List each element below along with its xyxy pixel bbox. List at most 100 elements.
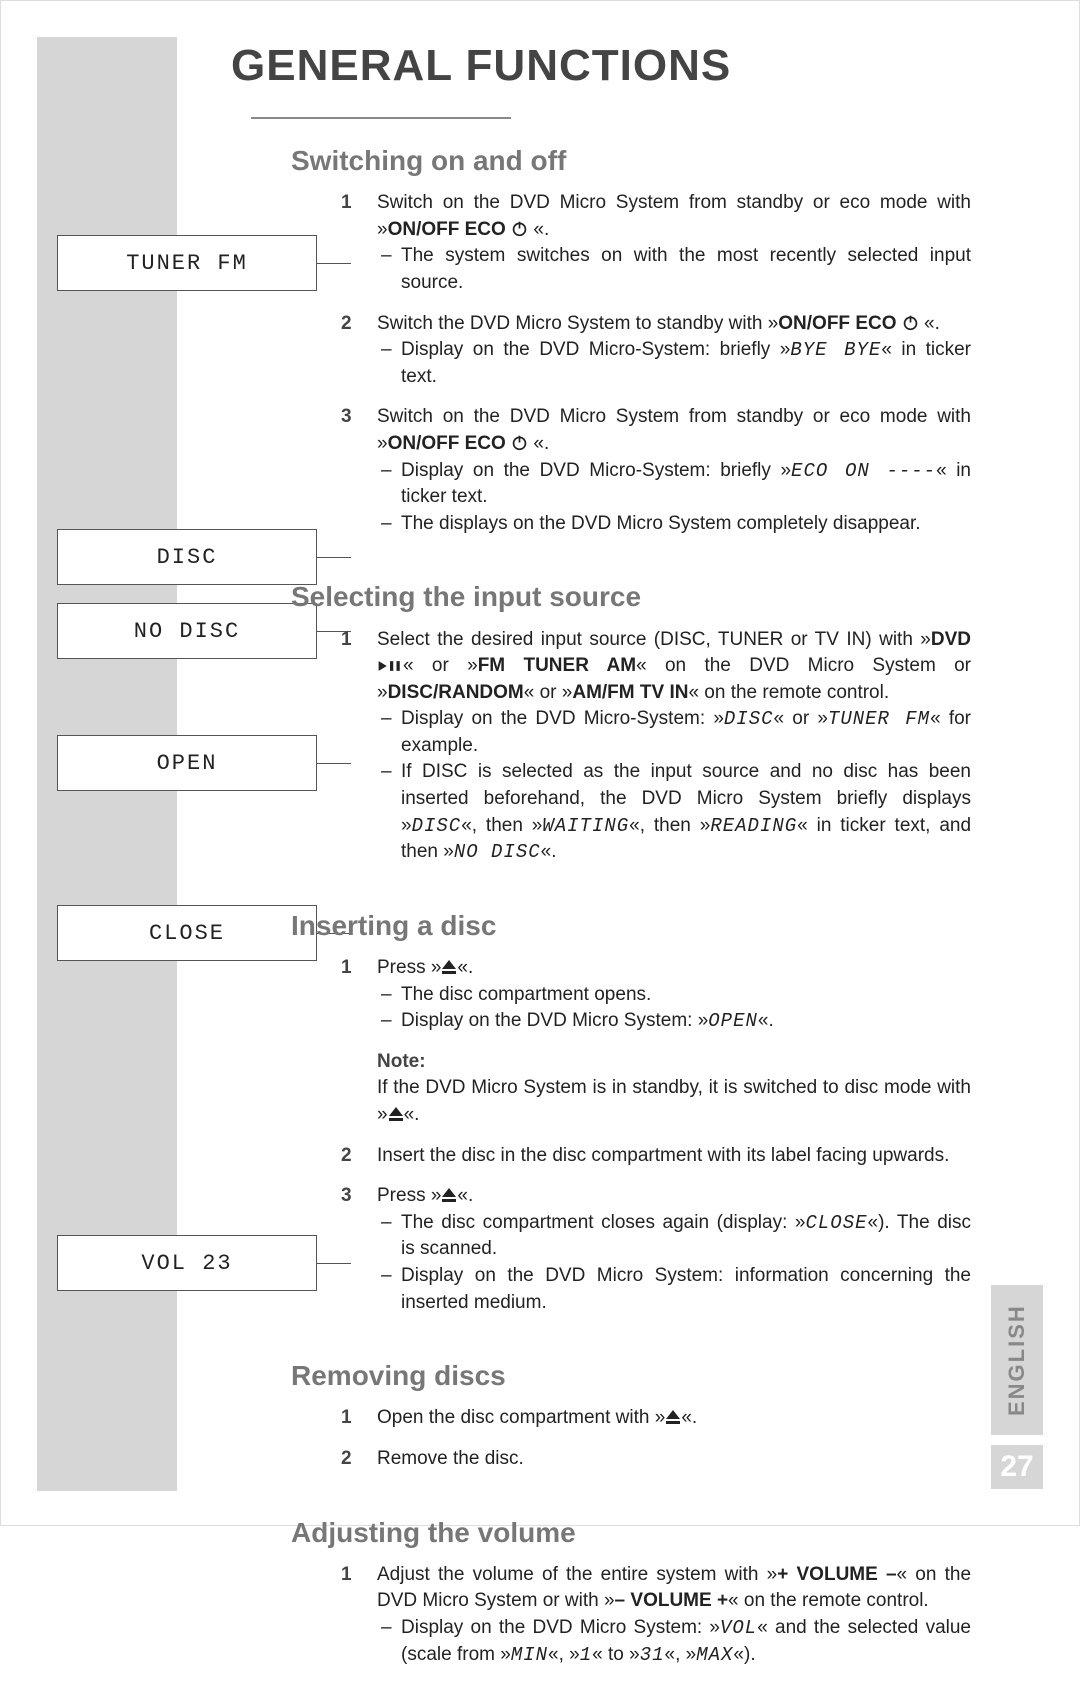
power-icon [511, 220, 528, 237]
step-item: 2 Insert the disc in the disc compartmen… [291, 1143, 971, 1170]
step-number: 1 [341, 190, 352, 217]
power-icon [902, 314, 919, 331]
bold-text: ON/OFF ECO [388, 219, 506, 240]
bold-text: AM/FM TV IN [572, 682, 688, 703]
section-removing: Removing discs 1 Open the disc compartme… [291, 1356, 971, 1472]
lcd-text: MIN [511, 1644, 548, 1666]
eject-icon [665, 1410, 681, 1424]
section-volume: Adjusting the volume 1 Adjust the volume… [291, 1513, 971, 1669]
lcd-text: WAITING [542, 815, 629, 837]
sub-item: The displays on the DVD Micro System com… [377, 511, 971, 538]
body-content: Switching on and off 1 Switch on the DVD… [291, 141, 971, 1708]
sub-item: Display on the DVD Micro-System: briefly… [377, 337, 971, 390]
step-number: 1 [341, 627, 352, 654]
step-number: 1 [341, 955, 352, 982]
step-item: 2 Remove the disc. [291, 1446, 971, 1473]
step-item: 3 Press »«. The disc compartment closes … [291, 1183, 971, 1316]
eject-icon [388, 1107, 404, 1121]
display-box: VOL 23 [57, 1235, 317, 1291]
bold-text: DISC/RANDOM [388, 682, 524, 703]
lcd-text: ECO ON ---- [791, 460, 936, 482]
display-text: TUNER FM [126, 251, 248, 276]
steps-list: 1 Adjust the volume of the entire system… [291, 1562, 971, 1668]
sub-item: Display on the DVD Micro System: »OPEN«. [377, 1008, 971, 1035]
step-item: 1 Select the desired input source (DISC,… [291, 627, 971, 866]
display-box: OPEN [57, 735, 317, 791]
display-box: CLOSE [57, 905, 317, 961]
note-label: Note: [377, 1051, 426, 1072]
section-switching: Switching on and off 1 Switch on the DVD… [291, 141, 971, 537]
step-item: 1 Press »«. The disc compartment opens. … [291, 955, 971, 1129]
display-box: TUNER FM [57, 235, 317, 291]
steps-list: 1 Open the disc compartment with »«. 2 R… [291, 1405, 971, 1472]
step-item: 2 Switch the DVD Micro System to standby… [291, 311, 971, 391]
display-box: NO DISC [57, 603, 317, 659]
section-selecting: Selecting the input source 1 Select the … [291, 577, 971, 866]
bold-text: – VOLUME + [615, 1590, 729, 1611]
eject-icon [441, 1188, 457, 1202]
title-rule [251, 117, 511, 119]
sub-item: Display on the DVD Micro-System: briefly… [377, 458, 971, 511]
step-item: 1 Switch on the DVD Micro System from st… [291, 190, 971, 296]
page-number: 27 [991, 1445, 1043, 1489]
step-item: 1 Open the disc compartment with »«. [291, 1405, 971, 1432]
lcd-text: VOL [720, 1617, 757, 1639]
step-number: 3 [341, 404, 352, 431]
sub-item: If DISC is selected as the input source … [377, 759, 971, 865]
play-pause-icon [377, 659, 403, 673]
lcd-text: DISC [724, 708, 774, 730]
step-tail: «. [528, 219, 549, 240]
sub-item: The disc compartment closes again (displ… [377, 1210, 971, 1263]
bold-text: ON/OFF ECO [778, 313, 896, 334]
lcd-text: 1 [580, 1644, 592, 1666]
display-text: DISC [157, 545, 218, 570]
lcd-text: READING [710, 815, 797, 837]
sub-item: Display on the DVD Micro System: informa… [377, 1263, 971, 1316]
lcd-text: OPEN [708, 1010, 758, 1032]
sub-item: The disc compartment opens. [377, 982, 971, 1009]
step-text: Switch the DVD Micro System to standby w… [377, 313, 778, 334]
lcd-text: 31 [640, 1644, 665, 1666]
section-heading: Inserting a disc [291, 906, 971, 945]
sub-item: Display on the DVD Micro-System: »DISC« … [377, 706, 971, 759]
steps-list: 1 Switch on the DVD Micro System from st… [291, 190, 971, 537]
section-heading: Adjusting the volume [291, 1513, 971, 1552]
step-tail: «. [528, 433, 549, 454]
lcd-text: DISC [412, 815, 462, 837]
sub-item: The system switches on with the most rec… [377, 243, 971, 296]
power-icon [511, 434, 528, 451]
step-number: 1 [341, 1405, 352, 1432]
lcd-text: NO DISC [454, 841, 541, 863]
display-box: DISC [57, 529, 317, 585]
section-heading: Removing discs [291, 1356, 971, 1395]
display-text: NO DISC [134, 619, 240, 644]
step-number: 2 [341, 1446, 352, 1473]
manual-page: GENERAL FUNCTIONS TUNER FM DISC NO DISC … [0, 0, 1080, 1526]
section-inserting: Inserting a disc 1 Press »«. The disc co… [291, 906, 971, 1316]
step-number: 2 [341, 1143, 352, 1170]
bold-text: ON/OFF ECO [388, 433, 506, 454]
sub-item: Display on the DVD Micro System: »VOL« a… [377, 1615, 971, 1668]
eject-icon [441, 960, 457, 974]
steps-list: 1 Select the desired input source (DISC,… [291, 627, 971, 866]
title-text: GENERAL FUNCTIONS [231, 41, 731, 90]
section-heading: Selecting the input source [291, 577, 971, 616]
language-tab: ENGLISH [991, 1285, 1043, 1435]
step-number: 2 [341, 311, 352, 338]
note-block: Note: If the DVD Micro System is in stan… [377, 1049, 971, 1129]
step-item: 1 Adjust the volume of the entire system… [291, 1562, 971, 1668]
bold-text: DVD [931, 629, 971, 650]
step-number: 1 [341, 1562, 352, 1589]
display-text: VOL 23 [141, 1251, 232, 1276]
steps-list: 1 Press »«. The disc compartment opens. … [291, 955, 971, 1316]
step-item: 3 Switch on the DVD Micro System from st… [291, 404, 971, 537]
step-tail: «. [919, 313, 940, 334]
bold-text: + VOLUME – [777, 1564, 896, 1585]
display-text: OPEN [157, 751, 218, 776]
page-title: GENERAL FUNCTIONS [231, 41, 971, 141]
lcd-text: MAX [696, 1644, 733, 1666]
step-number: 3 [341, 1183, 352, 1210]
lcd-text: CLOSE [805, 1212, 867, 1234]
section-heading: Switching on and off [291, 141, 971, 180]
lcd-text: TUNER FM [828, 708, 930, 730]
